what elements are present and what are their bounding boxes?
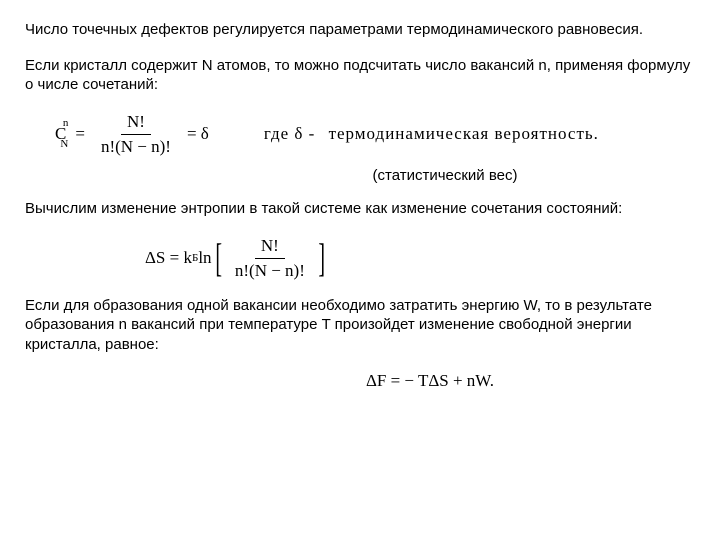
equals-1: = xyxy=(75,123,85,145)
paragraph-4: Если для образования одной вакансии необ… xyxy=(25,296,695,355)
paragraph-2: Если кристалл содержит N атомов, то можн… xyxy=(25,56,695,95)
fraction-1: N! n!(N − n)! xyxy=(95,111,177,158)
formula-note: где δ - термодинамическая вероятность. xyxy=(264,123,599,145)
combination-symbol: n C N xyxy=(55,119,66,148)
paragraph-3: Вычислим изменение энтропии в такой сист… xyxy=(25,199,695,219)
formula-combinations: n C N = N! n!(N − n)! = δ где δ - термод… xyxy=(55,111,695,158)
paragraph-1: Число точечных дефектов регулируется пар… xyxy=(25,20,695,40)
fraction-2: N! n!(N − n)! xyxy=(229,235,311,282)
formula-entropy: ΔS = kБ ln [ N! n!(N − n)! ] xyxy=(145,235,695,282)
formula-free-energy: ΔF = − TΔS + nW. xyxy=(165,370,695,392)
equals-delta: = δ xyxy=(187,123,209,145)
stat-weight-label: (статистический вес) xyxy=(195,166,695,186)
